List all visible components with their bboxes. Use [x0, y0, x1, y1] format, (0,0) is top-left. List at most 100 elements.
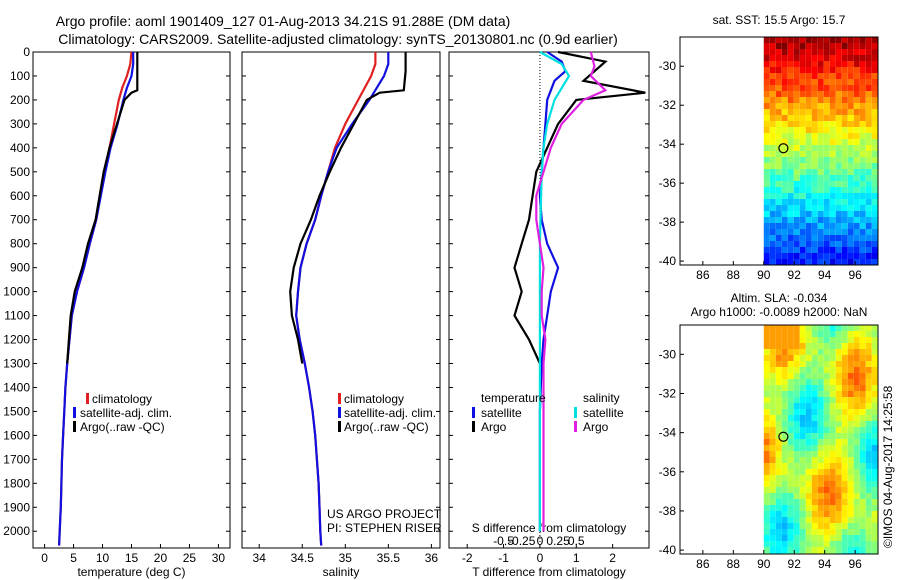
heatmap-cell	[853, 535, 860, 541]
heatmap-cell	[871, 61, 878, 67]
heatmap-cell	[811, 547, 818, 553]
heatmap-cell	[799, 439, 806, 445]
heatmap-cell	[841, 139, 848, 145]
heatmap-cell	[793, 175, 800, 181]
heatmap-cell	[859, 37, 866, 43]
heatmap-cell	[823, 199, 830, 205]
heatmap-cell	[853, 217, 860, 223]
heatmap-cell	[829, 127, 836, 133]
heatmap-cell	[805, 169, 812, 175]
heatmap-cell	[865, 193, 872, 199]
heatmap-cell	[799, 217, 806, 223]
heatmap-cell	[871, 133, 878, 139]
heatmap-cell	[811, 133, 818, 139]
heatmap-cell	[775, 217, 782, 223]
heatmap-cell	[781, 49, 788, 55]
heatmap-cell	[847, 409, 854, 415]
legend-label-sal-satellite: satellite	[583, 406, 624, 420]
heatmap-cell	[823, 151, 830, 157]
heatmap-cell	[847, 127, 854, 133]
heatmap-cell	[835, 145, 842, 151]
heatmap-cell	[835, 199, 842, 205]
heatmap-cell	[805, 415, 812, 421]
heatmap-cell	[805, 187, 812, 193]
heatmap-cell	[811, 55, 818, 61]
heatmap-cell	[829, 493, 836, 499]
heatmap-cell	[865, 37, 872, 43]
x-tick-label: 96	[848, 268, 862, 282]
heatmap-cell	[853, 511, 860, 517]
heatmap-cell	[775, 547, 782, 553]
heatmap-cell	[871, 445, 878, 451]
heatmap-cell	[853, 67, 860, 73]
heatmap-cell	[835, 115, 842, 121]
heatmap-cell	[811, 385, 818, 391]
heatmap-cell	[805, 37, 812, 43]
heatmap-cell	[865, 79, 872, 85]
heatmap-cell	[799, 421, 806, 427]
heatmap-cell	[811, 187, 818, 193]
heatmap-cell	[835, 109, 842, 115]
heatmap-cell	[859, 61, 866, 67]
heatmap-cell	[871, 229, 878, 235]
heatmap-cell	[793, 43, 800, 49]
heatmap-cell	[817, 487, 824, 493]
heatmap-cell	[781, 73, 788, 79]
heatmap-cell	[841, 253, 848, 259]
heatmap-cell	[853, 481, 860, 487]
heatmap-cell	[793, 157, 800, 163]
heatmap-cell	[805, 91, 812, 97]
heatmap-cell	[871, 91, 878, 97]
heatmap-cell	[775, 169, 782, 175]
heatmap-cell	[799, 499, 806, 505]
heatmap-cell	[853, 373, 860, 379]
heatmap-cell	[787, 169, 794, 175]
heatmap-cell	[799, 403, 806, 409]
heatmap-cell	[811, 379, 818, 385]
y-tick-label: -32	[659, 98, 677, 112]
heatmap-cell	[787, 235, 794, 241]
heatmap-cell	[763, 187, 770, 193]
heatmap-cell	[835, 43, 842, 49]
heatmap-cell	[781, 139, 788, 145]
heatmap-cell	[841, 133, 848, 139]
heatmap-cell	[769, 343, 776, 349]
heatmap-cell	[829, 163, 836, 169]
heatmap-cell	[775, 487, 782, 493]
y-tick-label: -38	[659, 504, 677, 518]
legend-heading-salinity: salinity	[583, 391, 620, 405]
heatmap-cell	[853, 79, 860, 85]
heatmap-cell	[865, 241, 872, 247]
heatmap-cell	[781, 163, 788, 169]
heatmap-cell	[805, 397, 812, 403]
heatmap-cell	[775, 127, 782, 133]
heatmap-cell	[781, 367, 788, 373]
heatmap-cell	[859, 379, 866, 385]
y-tick-label: 1600	[3, 428, 30, 442]
heatmap-cell	[775, 409, 782, 415]
heatmap-cell	[847, 433, 854, 439]
x-tick-label: 0	[537, 551, 544, 565]
heatmap-cell	[853, 421, 860, 427]
heatmap-cell	[865, 451, 872, 457]
heatmap-cell	[793, 235, 800, 241]
heatmap-cell	[763, 499, 770, 505]
heatmap-cell	[871, 175, 878, 181]
heatmap-cell	[775, 91, 782, 97]
heatmap-cell	[787, 337, 794, 343]
heatmap-cell	[823, 343, 830, 349]
heatmap-cell	[817, 337, 824, 343]
heatmap-cell	[781, 463, 788, 469]
heatmap-cell	[859, 205, 866, 211]
heatmap-cell	[859, 337, 866, 343]
heatmap-cell	[841, 49, 848, 55]
heatmap-cell	[847, 91, 854, 97]
heatmap-cell	[829, 481, 836, 487]
heatmap-cell	[775, 331, 782, 337]
heatmap-cell	[769, 169, 776, 175]
heatmap-cell	[823, 97, 830, 103]
heatmap-cell	[805, 259, 812, 265]
heatmap-cell	[853, 463, 860, 469]
